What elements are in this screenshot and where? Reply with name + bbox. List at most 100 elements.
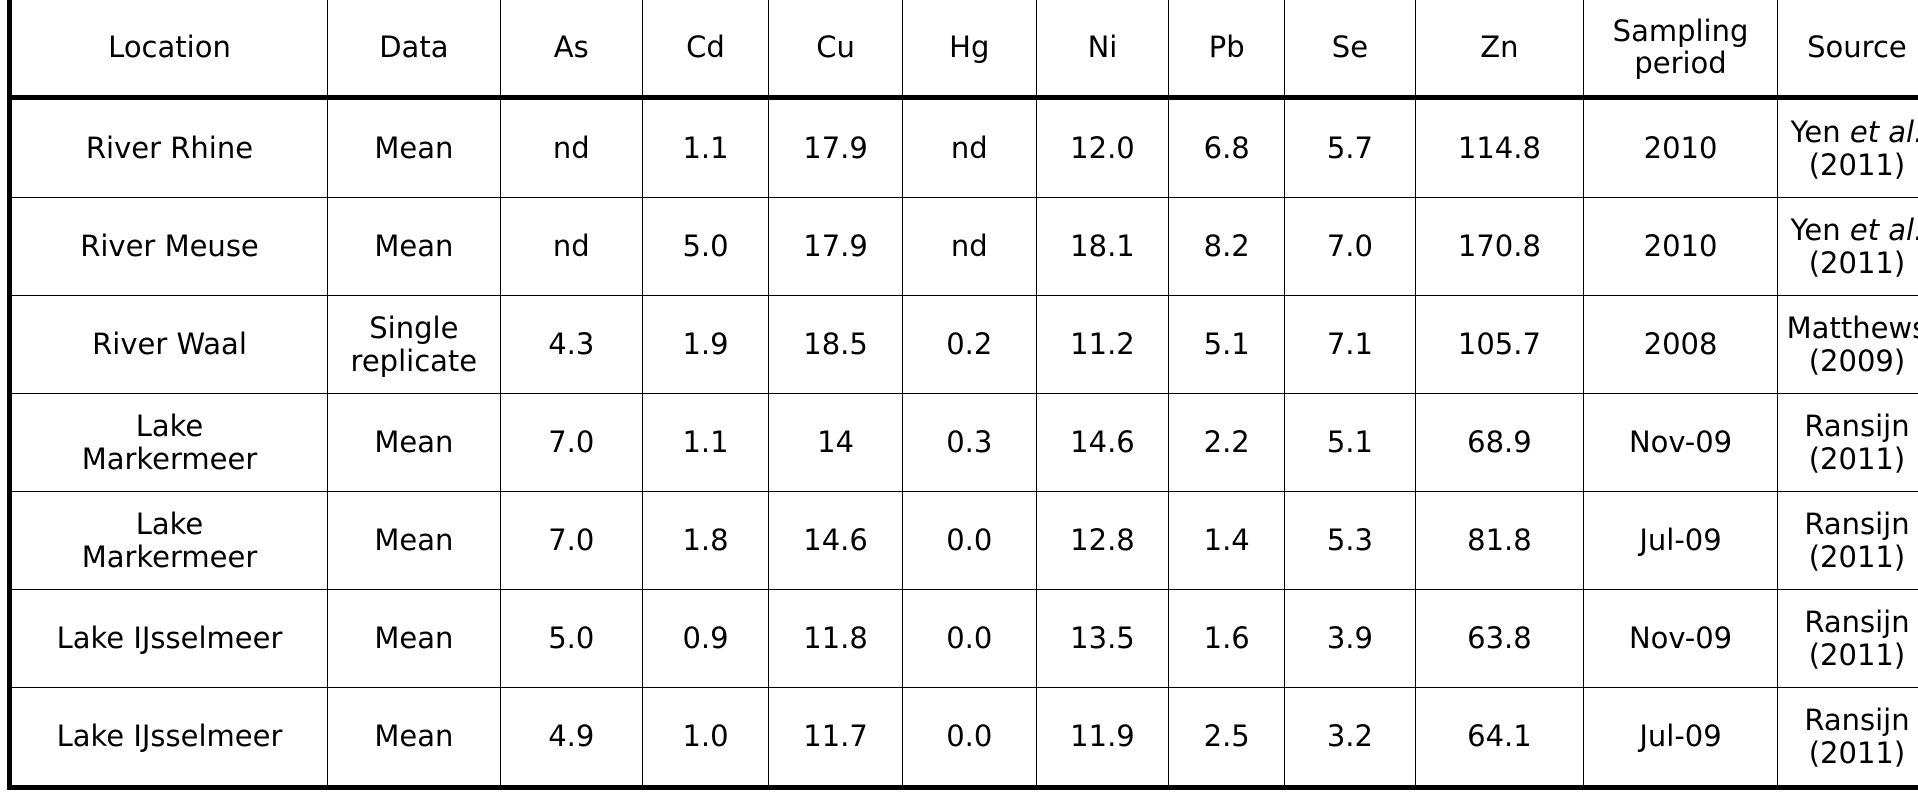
cell-ni: 18.1 — [1035, 197, 1170, 296]
cell-sampling-period: Nov-09 — [1583, 589, 1778, 688]
source-year: (2011) — [1808, 245, 1906, 280]
cell-data-type: Mean — [327, 589, 501, 688]
cell-ni: 11.2 — [1035, 295, 1170, 394]
cell-zn: 68.9 — [1414, 393, 1585, 492]
cell-location: River Waal — [7, 295, 328, 394]
cell-sampling-period: 2010 — [1583, 97, 1778, 198]
cell-pb: 8.2 — [1168, 197, 1286, 296]
cell-pb: 1.6 — [1168, 589, 1286, 688]
source-year: (2009) — [1808, 343, 1906, 378]
cell-ni: 11.9 — [1035, 687, 1170, 790]
cell-cu: 17.9 — [768, 97, 903, 198]
cell-as: 4.3 — [499, 295, 643, 394]
cell-pb: 2.2 — [1168, 393, 1286, 492]
cell-cu: 17.9 — [768, 197, 903, 296]
cell-data-type: Mean — [327, 97, 501, 198]
cell-source: Ransijn (2011) — [1776, 491, 1918, 590]
cell-zn: 64.1 — [1414, 687, 1585, 790]
cell-ni: 13.5 — [1035, 589, 1170, 688]
cell-ni: 12.8 — [1035, 491, 1170, 590]
cell-zn: 105.7 — [1414, 295, 1585, 394]
cell-source: Yen et al. (2011) — [1776, 197, 1918, 296]
cell-sampling-period: Jul-09 — [1583, 687, 1778, 790]
cell-sampling-period: 2008 — [1583, 295, 1778, 394]
metals-concentration-table: Location Data As Cd Cu Hg Ni Pb Se Zn Sa… — [7, 0, 1918, 790]
cell-cd: 1.0 — [641, 687, 770, 790]
cell-cu: 14 — [768, 393, 903, 492]
cell-location: Lake IJsselmeer — [7, 687, 328, 790]
table-row: Lake Markermeer Mean 7.0 1.1 14 0.3 14.6 2.2 5.1… — [7, 393, 1918, 492]
source-year: (2011) — [1808, 539, 1906, 574]
header-location: Location — [7, 0, 328, 100]
table-body: River Rhine Mean nd 1.1 17.9 nd 12.0 6.8 5.7 114.… — [7, 97, 1918, 790]
header-cu: Cu — [768, 0, 903, 100]
cell-as: nd — [499, 197, 643, 296]
cell-source: Matthews (2009) — [1776, 295, 1918, 394]
cell-ni: 14.6 — [1035, 393, 1170, 492]
cell-pb: 5.1 — [1168, 295, 1286, 394]
cell-se: 7.1 — [1284, 295, 1416, 394]
source-year: (2011) — [1808, 735, 1906, 770]
source-author: Yen — [1790, 115, 1841, 150]
header-as: As — [499, 0, 643, 100]
cell-pb: 2.5 — [1168, 687, 1286, 790]
cell-data-type: Mean — [327, 197, 501, 296]
cell-se: 7.0 — [1284, 197, 1416, 296]
cell-location: River Meuse — [7, 197, 328, 296]
cell-as: 4.9 — [499, 687, 643, 790]
cell-hg: 0.0 — [901, 687, 1037, 790]
cell-cd: 5.0 — [641, 197, 770, 296]
cell-se: 5.1 — [1284, 393, 1416, 492]
source-et-al: et al. — [1840, 115, 1918, 150]
table-row: Lake IJsselmeer Mean 4.9 1.0 11.7 0.0 11.9 2.5 3… — [7, 687, 1918, 790]
cell-data-type: Mean — [327, 687, 501, 790]
header-source: Source — [1776, 0, 1918, 100]
cell-as: nd — [499, 97, 643, 198]
cell-cd: 1.1 — [641, 393, 770, 492]
cell-zn: 170.8 — [1414, 197, 1585, 296]
header-sampling-period: Sampling period — [1583, 0, 1778, 100]
table-row: River Rhine Mean nd 1.1 17.9 nd 12.0 6.8 5.7 114.… — [7, 97, 1918, 198]
cell-pb: 6.8 — [1168, 97, 1286, 198]
metals-table-container: Location Data As Cd Cu Hg Ni Pb Se Zn Sa… — [7, 0, 1918, 790]
cell-sampling-period: 2010 — [1583, 197, 1778, 296]
cell-data-type: Single replicate — [327, 295, 501, 394]
cell-cu: 11.7 — [768, 687, 903, 790]
cell-ni: 12.0 — [1035, 97, 1170, 198]
cell-hg: 0.3 — [901, 393, 1037, 492]
cell-se: 3.9 — [1284, 589, 1416, 688]
source-author: Ransijn — [1804, 703, 1910, 738]
header-pb: Pb — [1168, 0, 1286, 100]
cell-cu: 11.8 — [768, 589, 903, 688]
cell-hg: 0.2 — [901, 295, 1037, 394]
source-author: Ransijn — [1804, 409, 1910, 444]
source-year: (2011) — [1808, 147, 1906, 182]
cell-source: Ransijn (2011) — [1776, 393, 1918, 492]
table-header-row: Location Data As Cd Cu Hg Ni Pb Se Zn Sa… — [7, 0, 1918, 100]
cell-cd: 1.8 — [641, 491, 770, 590]
header-hg: Hg — [901, 0, 1037, 100]
table-row: River Waal Single replicate 4.3 1.9 18.5 0.2 1… — [7, 295, 1918, 394]
cell-as: 7.0 — [499, 393, 643, 492]
cell-cu: 14.6 — [768, 491, 903, 590]
cell-source: Ransijn (2011) — [1776, 589, 1918, 688]
cell-zn: 114.8 — [1414, 97, 1585, 198]
cell-sampling-period: Jul-09 — [1583, 491, 1778, 590]
header-zn: Zn — [1414, 0, 1585, 100]
cell-hg: nd — [901, 197, 1037, 296]
header-cd: Cd — [641, 0, 770, 100]
cell-data-type: Mean — [327, 491, 501, 590]
header-ni: Ni — [1035, 0, 1170, 100]
cell-se: 5.3 — [1284, 491, 1416, 590]
cell-cd: 1.1 — [641, 97, 770, 198]
cell-hg: 0.0 — [901, 589, 1037, 688]
cell-cd: 1.9 — [641, 295, 770, 394]
cell-cd: 0.9 — [641, 589, 770, 688]
cell-hg: 0.0 — [901, 491, 1037, 590]
cell-location: Lake IJsselmeer — [7, 589, 328, 688]
cell-cu: 18.5 — [768, 295, 903, 394]
table-row: River Meuse Mean nd 5.0 17.9 nd 18.1 8.2 7.0 170.… — [7, 197, 1918, 296]
source-year: (2011) — [1808, 637, 1906, 672]
source-author: Ransijn — [1804, 605, 1910, 640]
source-year: (2011) — [1808, 441, 1906, 476]
